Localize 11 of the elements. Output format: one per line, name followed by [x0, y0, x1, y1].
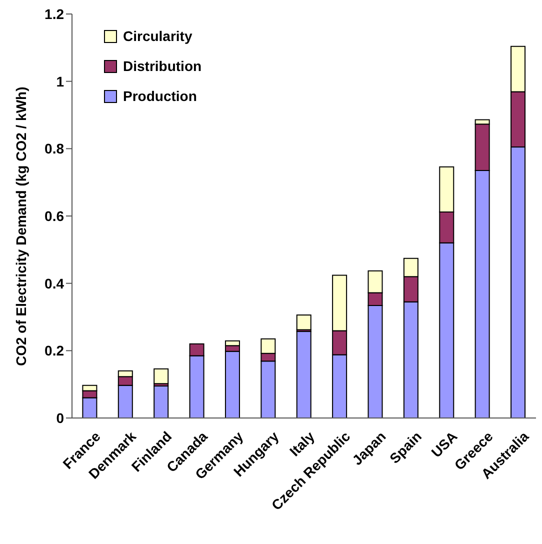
y-tick-label: 0.6	[44, 208, 64, 224]
y-tick-label: 1	[56, 73, 64, 90]
legend-label: Distribution	[123, 58, 202, 74]
legend-label: Circularity	[123, 28, 192, 44]
y-tick-label: 0.2	[44, 342, 64, 359]
y-tick-label: 0.4	[44, 275, 64, 292]
y-tick-label: 1.2	[44, 6, 64, 22]
legend-label: Production	[123, 88, 197, 104]
y-axis-title: CO2 of Electricity Demand (kg CO2 / kWh)	[12, 86, 29, 366]
y-tick-label: 0.8	[44, 140, 64, 157]
y-tick-label: 0	[56, 410, 64, 426]
